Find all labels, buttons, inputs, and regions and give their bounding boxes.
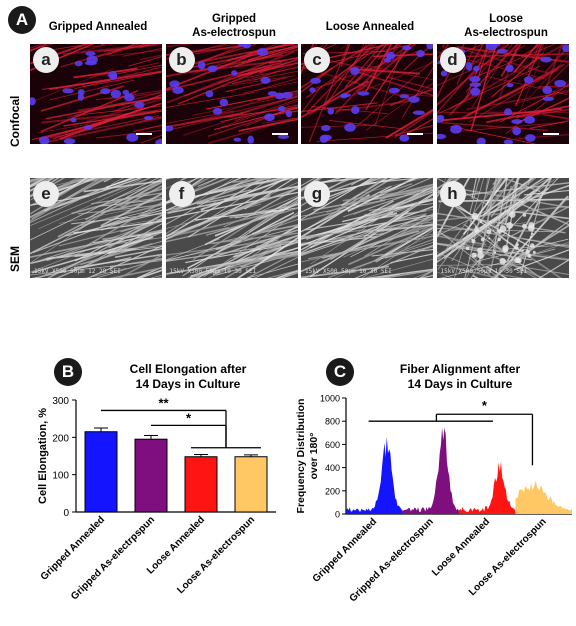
y-tick-label: 1000	[320, 394, 340, 404]
sem-caption: 15kV X500 50μm 10 30 SEI	[305, 268, 392, 275]
panel-letter-h: h	[439, 181, 466, 207]
x-tick-label-1: Gripped As-electrpspun	[69, 514, 157, 602]
y-tick-label: 0	[335, 510, 340, 520]
y-tick-label: 800	[325, 417, 340, 427]
column-title-gripped-annealed: Gripped Annealed	[48, 21, 148, 33]
significance-0: *	[482, 398, 488, 413]
y-tick-label: 600	[325, 440, 340, 450]
y-axis: 0 100 200 300	[52, 396, 77, 519]
row-label-confocal: Confocal	[8, 95, 22, 147]
confocal-image-a: a	[30, 44, 162, 144]
distribution-0	[346, 436, 403, 514]
x-tick-label-2: Loose Annealed	[430, 516, 492, 578]
y-axis: 0 200 400 600 800 1000	[320, 394, 347, 520]
significance-1: *	[186, 410, 192, 425]
y-axis-label: Frequency Distribution	[295, 399, 307, 514]
column-title-loose-annealed: Loose Annealed	[325, 21, 415, 33]
distribution-3	[515, 480, 572, 514]
chart-b-title: Cell Elongation after 14 Days in Culture	[129, 362, 247, 391]
panel-letter-c: c	[304, 47, 330, 73]
column-title-gripped-as-electrospun: Gripped As-electrospun	[192, 13, 276, 39]
confocal-image-d: d	[436, 44, 569, 144]
column-title-loose-as-electrospun: Loose As-electrospun	[464, 13, 548, 39]
y-axis-label: Cell Elongation, %	[37, 408, 49, 504]
sem-caption: 15kV X500 50μm 12 28 SEI	[34, 268, 121, 275]
panel-letter-g: g	[304, 181, 330, 207]
bar-1	[134, 438, 168, 513]
distribution-2	[459, 461, 516, 514]
row-label-sem: SEM	[8, 245, 22, 272]
y-tick-label: 100	[52, 471, 69, 482]
panel-letter-d: d	[439, 47, 466, 73]
y-axis-label: over 180°	[308, 433, 320, 480]
y-tick-label: 0	[63, 508, 69, 519]
panel-b-badge: B	[54, 358, 82, 386]
bar-2	[184, 456, 218, 513]
distribution-1	[402, 427, 459, 514]
scale-bar	[271, 133, 288, 135]
confocal-image-b: b	[165, 44, 298, 144]
confocal-image-c: c	[301, 44, 433, 144]
y-tick-label: 400	[325, 463, 340, 473]
scale-bar	[136, 133, 152, 135]
chart-c-title: Fiber Alignment after 14 Days in Culture	[399, 362, 521, 391]
sem-image-h: 15kV X500 50μm 10 30 SEI h	[436, 178, 569, 278]
sem-image-g: 15kV X500 50μm 10 30 SEI g	[301, 178, 433, 278]
scale-bar	[542, 133, 559, 135]
panel-letter-e: e	[33, 181, 59, 207]
panel-letter-f: f	[168, 181, 195, 207]
significance-0: **	[158, 395, 169, 410]
panel-c-badge: C	[326, 358, 354, 386]
sem-caption: 15kV X500 50μm 10 30 SEI	[169, 268, 257, 275]
y-tick-label: 300	[52, 396, 69, 407]
y-tick-label: 200	[325, 486, 340, 496]
panel-letter-a: a	[33, 47, 59, 73]
panel-a-badge: A	[8, 6, 36, 34]
fiber-alignment-chart: 0 200 400 600 800 1000 Frequency Distribution o…	[295, 394, 572, 604]
bar-3	[234, 456, 268, 513]
sem-image-e: 15kV X500 50μm 12 28 SEI e	[30, 178, 162, 278]
sem-image-f: 15kV X500 50μm 10 30 SEI f	[165, 178, 298, 278]
panel-letter-b: b	[168, 47, 195, 73]
sem-caption: 15kV X500 50μm 10 30 SEI	[440, 268, 528, 275]
bar-0	[84, 431, 118, 513]
y-tick-label: 200	[52, 433, 69, 444]
scale-bar	[407, 133, 423, 135]
